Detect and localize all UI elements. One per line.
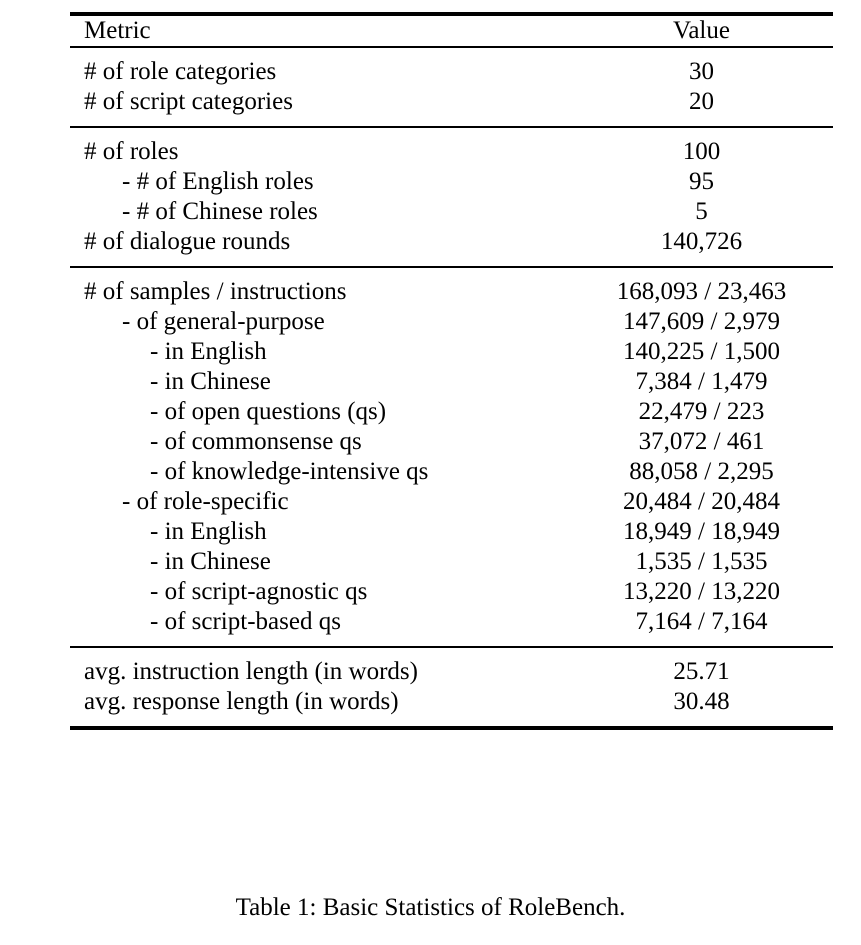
table-caption: Table 1: Basic Statistics of RoleBench. [235,894,626,921]
table-row: - of role-specific 20,484 / 20,484 [70,487,833,517]
metric-label: # of dialogue rounds [84,228,291,255]
metric-label: avg. instruction length (in words) [84,658,418,685]
metric-value: 7,164 / 7,164 [635,608,768,635]
metric-value: 100 [682,138,721,165]
metric-value: 5 [695,198,708,225]
metric-value: 140,225 / 1,500 [623,338,780,365]
metric-value: 147,609 / 2,979 [623,308,780,335]
table-row: avg. instruction length (in words) 25.71 [70,657,833,687]
table-row: - in Chinese 7,384 / 1,479 [70,367,833,397]
table-row: # of role categories 30 [70,57,833,87]
metric-label: - of open questions (qs) [150,398,387,425]
metric-label: # of role categories [84,58,277,85]
table-body: # of role categories 30 # of script catego… [70,48,833,732]
metric-label: # of script categories [84,88,293,115]
metric-value: 18,949 / 18,949 [623,518,780,545]
table-row: avg. response length (in words) 30.48 [70,687,833,717]
table-row: - of knowledge-intensive qs 88,058 / 2,29… [70,457,833,487]
table-row: - in English 140,225 / 1,500 [70,337,833,367]
table-row: # of roles 100 [70,137,833,167]
metric-label: # of roles [84,138,179,165]
metric-value: 20 [689,88,714,115]
table-row: - in Chinese 1,535 / 1,535 [70,547,833,577]
row-spacer [70,268,833,277]
metric-value: 7,384 / 1,479 [635,368,768,395]
metric-value: 1,535 / 1,535 [635,548,768,575]
metric-value: 20,484 / 20,484 [623,488,780,515]
metric-label: - in Chinese [150,368,271,395]
table-row: # of script categories 20 [70,87,833,117]
table-header: Metric Value [70,12,833,49]
table-row: - of script-agnostic qs 13,220 / 13,220 [70,577,833,607]
column-header-metric: Metric [84,17,151,44]
metric-label: - in Chinese [150,548,271,575]
statistics-table: Metric Value # of role categories 30 # of … [70,12,833,732]
table-row: - of open questions (qs) 22,479 / 223 [70,397,833,427]
row-spacer [70,717,833,728]
column-header-value: Value [673,17,730,44]
row-spacer [70,48,833,57]
table-row: - # of English roles 95 [70,167,833,197]
metric-label: - in English [150,518,267,545]
row-spacer [70,257,833,267]
metric-value: 168,093 / 23,463 [616,278,787,305]
table-row: - in English 18,949 / 18,949 [70,517,833,547]
table-row: - of general-purpose 147,609 / 2,979 [70,307,833,337]
statistics-table-container: Metric Value # of role categories 30 # of … [70,12,833,732]
metric-label: # of samples / instructions [84,278,347,305]
table-bottomrule [70,726,833,732]
metric-value: 95 [689,168,714,195]
metric-label: - of script-agnostic qs [150,578,368,605]
table-row: - of commonsense qs 37,072 / 461 [70,427,833,457]
metric-value: 37,072 / 461 [638,428,765,455]
metric-label: - in English [150,338,267,365]
metric-value: 25.71 [673,658,730,685]
row-spacer [70,648,833,657]
metric-value: 88,058 / 2,295 [629,458,774,485]
row-spacer [70,117,833,127]
metric-value: 30 [689,58,714,85]
metric-label: - of general-purpose [122,308,325,335]
metric-label: - # of Chinese roles [122,198,318,225]
table-row: - of script-based qs 7,164 / 7,164 [70,607,833,637]
metric-value: 30.48 [673,688,730,715]
metric-label: - of knowledge-intensive qs [150,458,429,485]
table-row: # of dialogue rounds 140,726 [70,227,833,257]
metric-value: 22,479 / 223 [638,398,765,425]
table-row: - # of Chinese roles 5 [70,197,833,227]
metric-label: - # of English roles [122,168,314,195]
metric-label: avg. response length (in words) [84,688,399,715]
row-spacer [70,128,833,137]
metric-label: - of role-specific [122,488,289,515]
table-row: # of samples / instructions 168,093 / 23,… [70,277,833,307]
table-header-row: Metric Value [70,16,833,47]
metric-label: - of script-based qs [150,608,341,635]
metric-value: 13,220 / 13,220 [623,578,780,605]
row-spacer [70,637,833,647]
metric-label: - of commonsense qs [150,428,362,455]
metric-value: 140,726 [660,228,743,255]
